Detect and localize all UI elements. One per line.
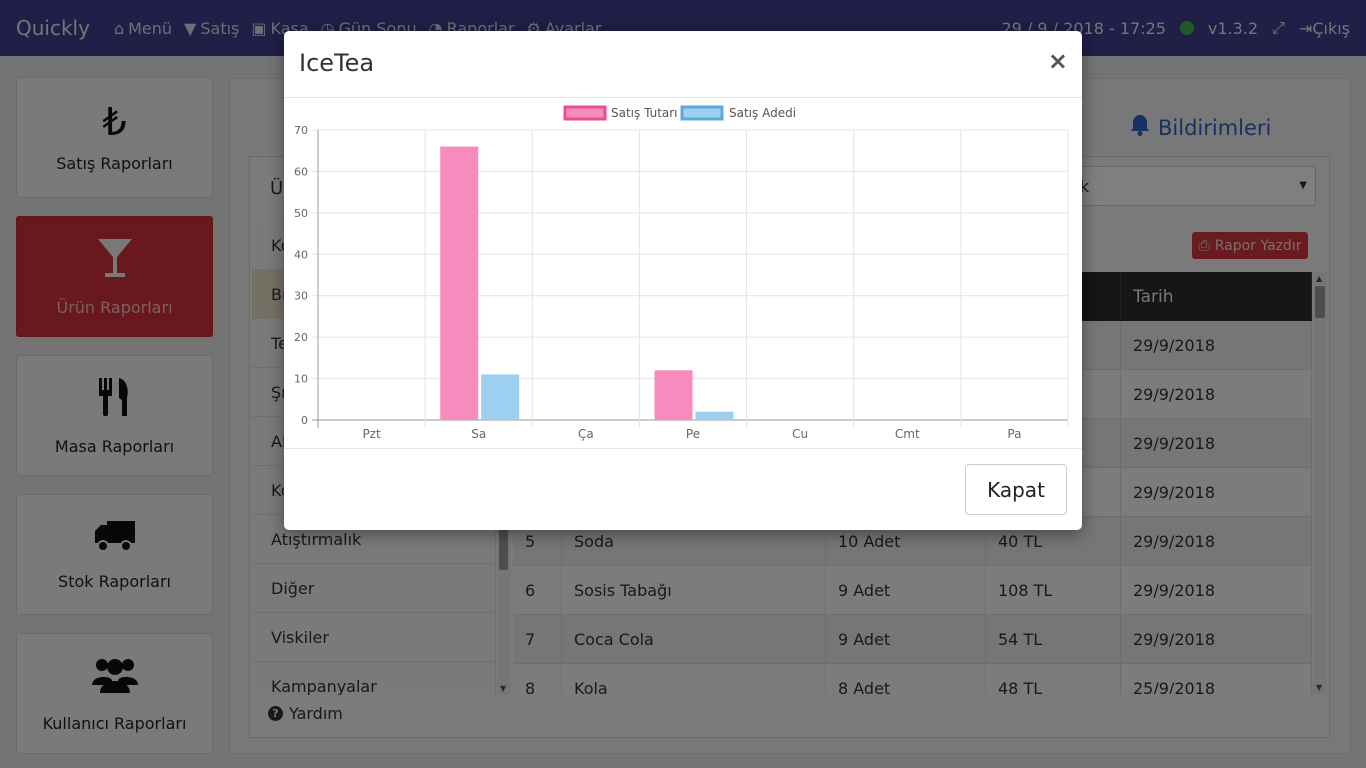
x-tick-label: Pzt xyxy=(362,427,381,441)
legend-label: Satış Tutarı xyxy=(611,106,678,120)
x-tick-label: Ça xyxy=(578,427,594,441)
close-button[interactable]: Kapat xyxy=(965,464,1067,515)
x-tick-label: Pe xyxy=(686,427,700,441)
y-tick-label: 60 xyxy=(294,165,308,178)
modal-header: IceTea × xyxy=(284,31,1082,98)
y-tick-label: 40 xyxy=(294,248,308,261)
bar-satis-adedi xyxy=(695,411,734,420)
close-icon[interactable]: × xyxy=(1047,47,1068,75)
x-tick-label: Cmt xyxy=(895,427,920,441)
y-tick-label: 30 xyxy=(294,290,308,303)
x-tick-label: Sa xyxy=(471,427,486,441)
legend-swatch xyxy=(680,105,724,121)
y-tick-label: 50 xyxy=(294,207,308,220)
modal-footer: Kapat xyxy=(284,449,1082,529)
bar-satis-tutari xyxy=(440,146,479,421)
y-tick-label: 0 xyxy=(301,414,308,427)
modal-title: IceTea xyxy=(299,49,375,77)
legend-label: Satış Adedi xyxy=(729,106,796,120)
y-tick-label: 20 xyxy=(294,331,308,344)
x-tick-label: Pa xyxy=(1007,427,1021,441)
legend-swatch xyxy=(563,105,607,121)
bar-satis-adedi xyxy=(481,374,520,420)
x-tick-label: Cu xyxy=(792,427,808,441)
bar-satis-tutari xyxy=(654,370,693,420)
modal-body: 0 10 20 30 40 50 60 70 Pzt Sa Ça Pe Cu Cmt Pa Satış Tut… xyxy=(284,98,1082,449)
chart-modal: IceTea × 0 10 20 30 40 50 60 70 Pzt Sa Ça Pe Cu Cmt Pa… xyxy=(284,31,1082,530)
bar-chart: 0 10 20 30 40 50 60 70 Pzt Sa Ça Pe Cu Cmt Pa Satış Tut… xyxy=(294,105,1069,441)
y-tick-label: 10 xyxy=(294,373,308,386)
y-tick-label: 70 xyxy=(294,124,308,137)
